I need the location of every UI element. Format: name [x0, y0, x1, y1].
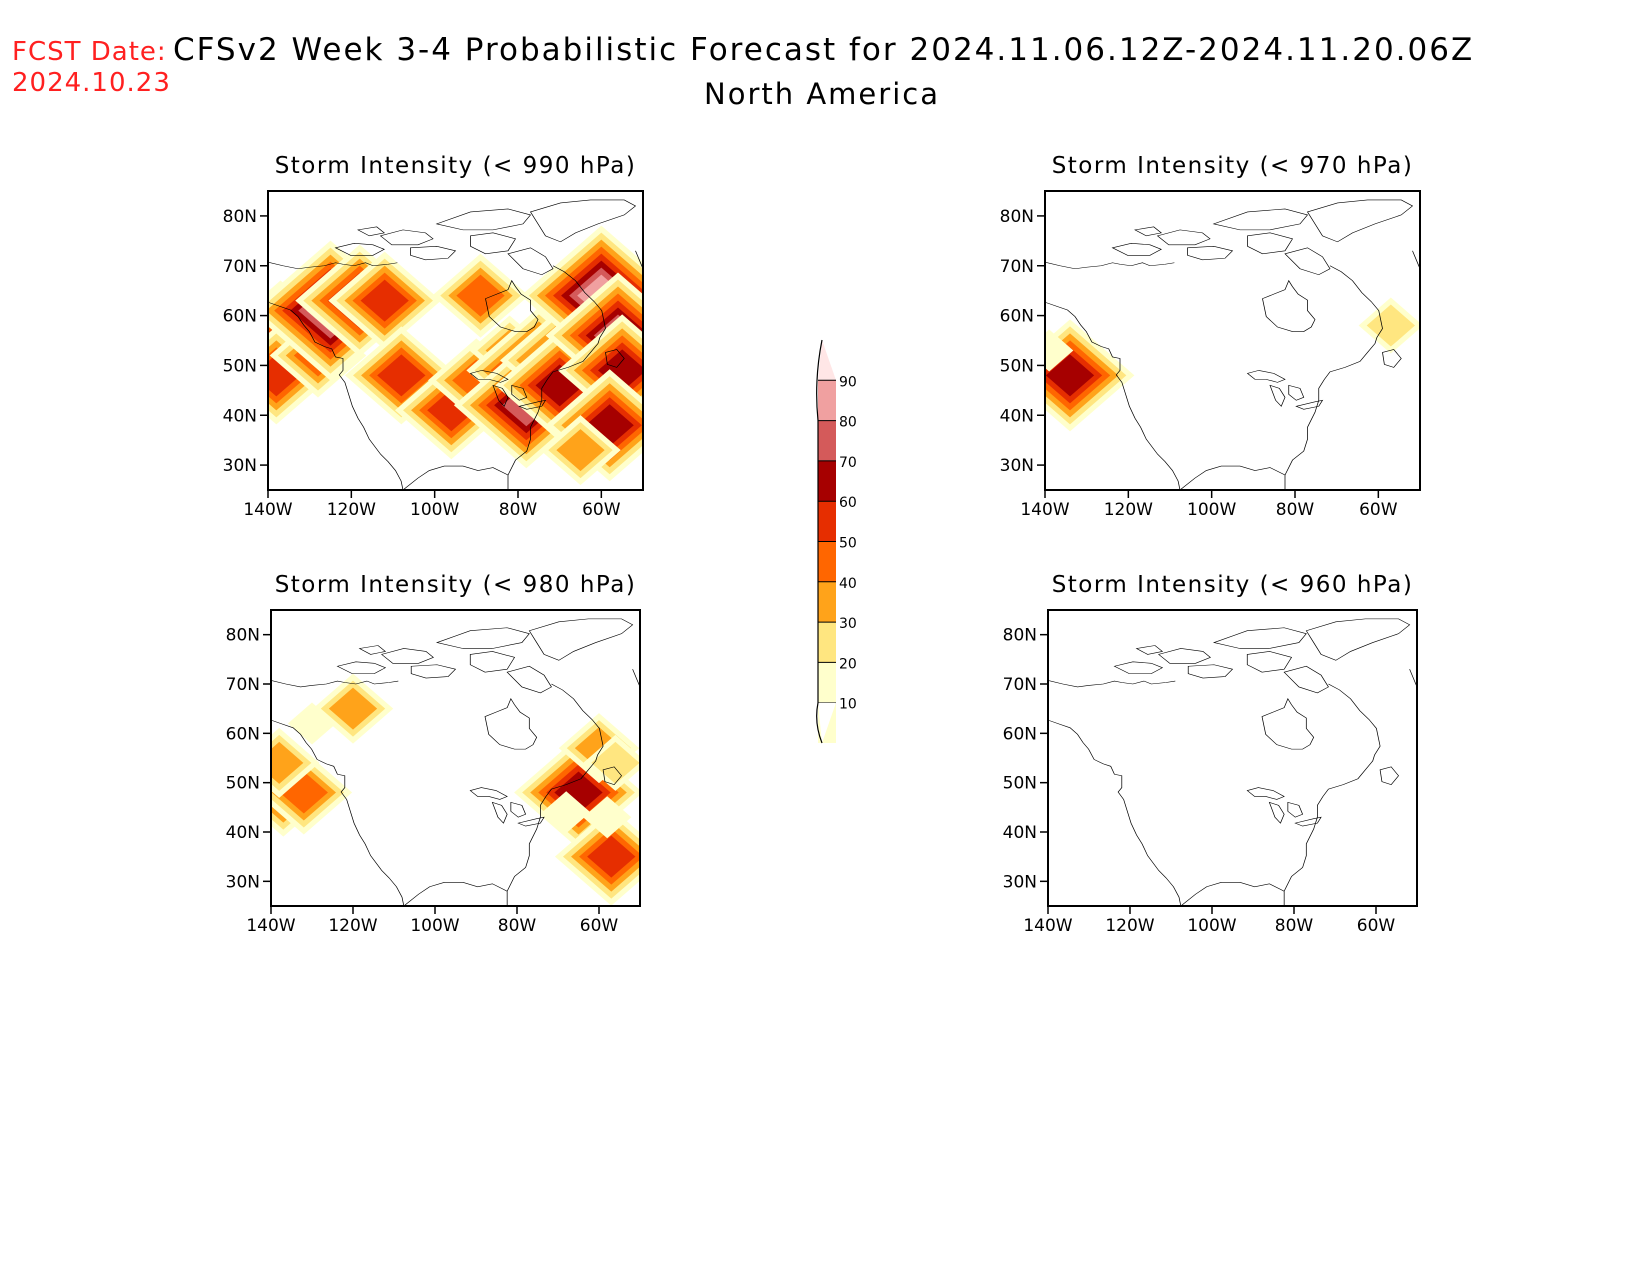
lon-tick-label: 60W: [1359, 500, 1398, 520]
panel-970: Storm Intensity (< 970 hPa) 80N 70N 60N 50N 4…: [1000, 153, 1421, 520]
lat-tick-label: 30N: [1003, 872, 1037, 892]
colorbar-segment: [818, 541, 836, 582]
lon-tick-label: 80W: [498, 916, 537, 936]
lat-tick-label: 70N: [223, 257, 257, 277]
colorbar-extension-top: [818, 340, 836, 381]
figure-title: CFSv2 Week 3-4 Probabilistic Forecast fo…: [173, 32, 1474, 68]
lon-tick-label: 60W: [1357, 916, 1396, 936]
panel-title: Storm Intensity (< 970 hPa): [1052, 153, 1414, 179]
probability-cell: [432, 253, 529, 338]
probability-cell: [271, 727, 320, 798]
lat-tick-label: 40N: [223, 406, 257, 426]
lon-tick-label: 100W: [1187, 500, 1236, 520]
lat-tick-label: 80N: [223, 207, 257, 227]
colorbar-label: 40: [839, 576, 857, 592]
lon-tick-label: 120W: [327, 500, 376, 520]
lon-tick-label: 120W: [1104, 500, 1153, 520]
lon-tick-label: 60W: [582, 500, 621, 520]
lat-tick-label: 40N: [1003, 823, 1037, 843]
lon-tick-label: 80W: [1276, 500, 1315, 520]
colorbar-label: 30: [839, 616, 857, 632]
fcst-date-value: 2024.10.23: [12, 68, 171, 98]
lat-tick-label: 30N: [226, 872, 260, 892]
panel-960: Storm Intensity (< 960 hPa) 80N 70N 60N 50N 4…: [1003, 572, 1418, 936]
lat-tick-label: 30N: [223, 456, 257, 476]
colorbar-segment: [818, 380, 836, 421]
panel-title: Storm Intensity (< 960 hPa): [1052, 572, 1414, 598]
colorbar-extension-bottom: [818, 702, 836, 743]
lon-tick-label: 100W: [1187, 916, 1236, 936]
lon-tick-label: 100W: [410, 916, 459, 936]
probability-cell: [1358, 297, 1420, 354]
colorbar: 90 80 70 60 50 40 30 20 10: [816, 339, 857, 744]
lat-tick-label: 50N: [226, 774, 260, 794]
colorbar-label: 20: [839, 656, 857, 672]
probability-cell: [554, 807, 640, 906]
colorbar-segment: [818, 460, 836, 502]
lat-tick-label: 50N: [1003, 774, 1037, 794]
lat-tick-label: 60N: [1003, 724, 1037, 744]
lat-tick-label: 60N: [1000, 307, 1034, 327]
colorbar-label: 90: [839, 374, 857, 390]
panel-title: Storm Intensity (< 980 hPa): [275, 572, 637, 598]
lon-tick-label: 140W: [1023, 916, 1072, 936]
lon-tick-label: 60W: [580, 916, 619, 936]
lat-tick-label: 70N: [1000, 257, 1034, 277]
colorbar-segment: [818, 622, 836, 663]
lon-tick-label: 80W: [499, 500, 538, 520]
colorbar-segment: [818, 662, 836, 703]
colorbar-label: 60: [839, 495, 857, 511]
lat-tick-label: 50N: [1000, 356, 1034, 376]
panel-980: Storm Intensity (< 980 hPa) 80N 70N 60N 50N 4…: [226, 572, 641, 936]
lon-tick-label: 100W: [410, 500, 459, 520]
coastline: [1048, 618, 1417, 906]
probability-cell: [545, 369, 643, 482]
colorbar-segment: [818, 501, 836, 542]
lat-tick-label: 60N: [226, 724, 260, 744]
map-frame: [267, 190, 644, 491]
region-subtitle: North America: [704, 77, 940, 111]
lat-tick-label: 70N: [226, 675, 260, 695]
probability-cell: [540, 415, 621, 486]
lon-tick-label: 120W: [328, 916, 377, 936]
lon-tick-label: 140W: [243, 500, 292, 520]
probability-cell: [583, 796, 632, 839]
fcst-date-label: FCST Date:: [12, 37, 167, 67]
colorbar-label: 70: [839, 455, 857, 471]
map-frame: [1044, 190, 1421, 491]
colorbar-label: 10: [839, 697, 857, 713]
lat-tick-label: 70N: [1003, 675, 1037, 695]
lat-tick-label: 40N: [226, 823, 260, 843]
lat-tick-label: 80N: [1000, 207, 1034, 227]
lat-tick-label: 80N: [226, 626, 260, 646]
lat-tick-label: 30N: [1000, 456, 1034, 476]
lon-tick-label: 120W: [1105, 916, 1154, 936]
colorbar-segment: [818, 420, 836, 461]
colorbar-label: 80: [839, 415, 857, 431]
lat-tick-label: 80N: [1003, 626, 1037, 646]
lat-tick-label: 40N: [1000, 406, 1034, 426]
probability-cell: [542, 791, 591, 834]
map-frame: [270, 609, 641, 907]
probability-cell: [328, 251, 442, 350]
probability-cell: [1045, 329, 1074, 372]
panel-990: Storm Intensity (< 990 hPa) 80N 70N 60N 50N 4…: [223, 153, 644, 520]
colorbar-segment: [818, 581, 836, 623]
colorbar-label: 50: [839, 536, 857, 552]
lon-tick-label: 140W: [246, 916, 295, 936]
lat-tick-label: 60N: [223, 307, 257, 327]
coastline: [1045, 199, 1420, 490]
probability-cell: [287, 702, 337, 745]
lat-tick-label: 50N: [223, 356, 257, 376]
lon-tick-label: 140W: [1020, 500, 1069, 520]
map-frame: [1047, 609, 1418, 907]
lon-tick-label: 80W: [1275, 916, 1314, 936]
panel-title: Storm Intensity (< 990 hPa): [275, 153, 637, 179]
